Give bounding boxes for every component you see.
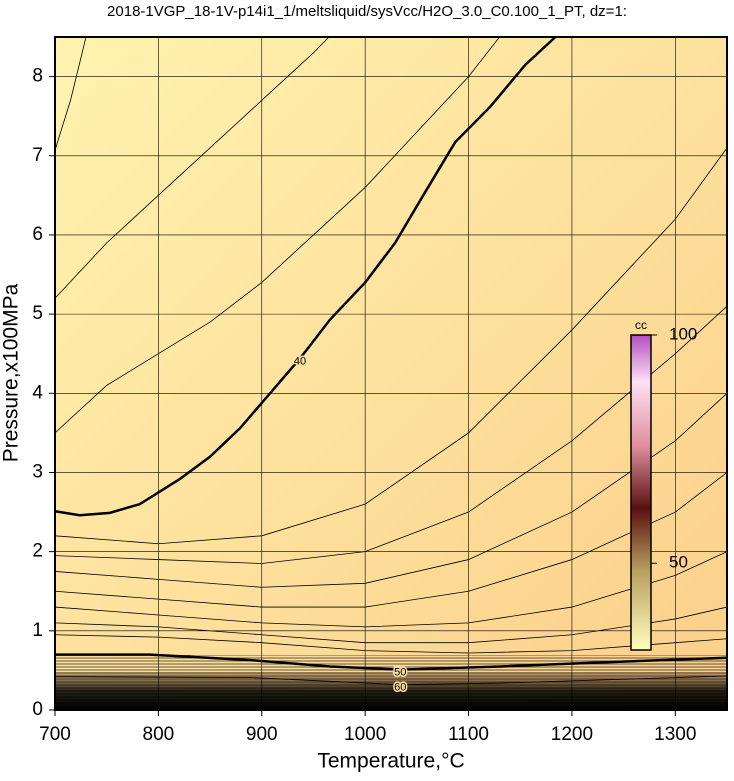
x-tick-label: 1000 <box>344 724 386 745</box>
y-tick-label: 1 <box>32 620 43 641</box>
y-tick-label: 0 <box>32 699 43 720</box>
contour-label: 40 <box>294 355 306 367</box>
contour-line <box>54 392 728 588</box>
y-tick-label: 3 <box>32 461 43 482</box>
colorbar <box>630 334 652 651</box>
colorbar-tick-label: 100 <box>669 324 697 343</box>
colorbar-title: cc <box>635 318 647 332</box>
y-axis-label: Pressure,x100MPa <box>0 283 23 462</box>
contour-line <box>54 36 330 299</box>
contour-line <box>54 634 728 654</box>
contour-line <box>54 36 500 434</box>
contour-label: 60 <box>394 682 406 694</box>
y-tick-label: 7 <box>32 145 43 166</box>
contour-line <box>55 653 728 671</box>
x-axis-label: Temperature,°C <box>317 750 464 773</box>
contour-line <box>54 675 728 686</box>
x-tick-label: 900 <box>246 724 278 745</box>
x-tick-label: 1200 <box>551 724 593 745</box>
y-tick-label: 4 <box>32 382 43 403</box>
contour-label: 50 <box>394 667 406 679</box>
x-tick-label: 700 <box>39 724 71 745</box>
contour-line <box>54 551 728 628</box>
plot-background <box>55 37 727 710</box>
contour-line <box>54 305 728 564</box>
x-tick-label: 1300 <box>654 724 696 745</box>
chart-title: 2018-1VGP_18-1V-p14i1_1/meltsliquid/sysV… <box>107 3 627 20</box>
x-tick-label: 800 <box>143 724 175 745</box>
y-tick-label: 2 <box>32 541 43 562</box>
plot: 40 50 60 <box>54 36 728 711</box>
colorbar-tick-label: 50 <box>669 553 688 572</box>
contour-line <box>54 606 728 644</box>
y-tick-label: 5 <box>32 303 43 324</box>
frame <box>54 36 728 711</box>
contour-line <box>54 472 728 608</box>
contour-line <box>54 36 557 517</box>
contour-line <box>54 147 728 545</box>
dense-contours <box>55 672 727 710</box>
contour-line <box>54 36 87 151</box>
y-tick-label: 8 <box>32 66 43 87</box>
x-tick-label: 1100 <box>448 724 489 745</box>
y-tick-label: 6 <box>32 224 43 245</box>
